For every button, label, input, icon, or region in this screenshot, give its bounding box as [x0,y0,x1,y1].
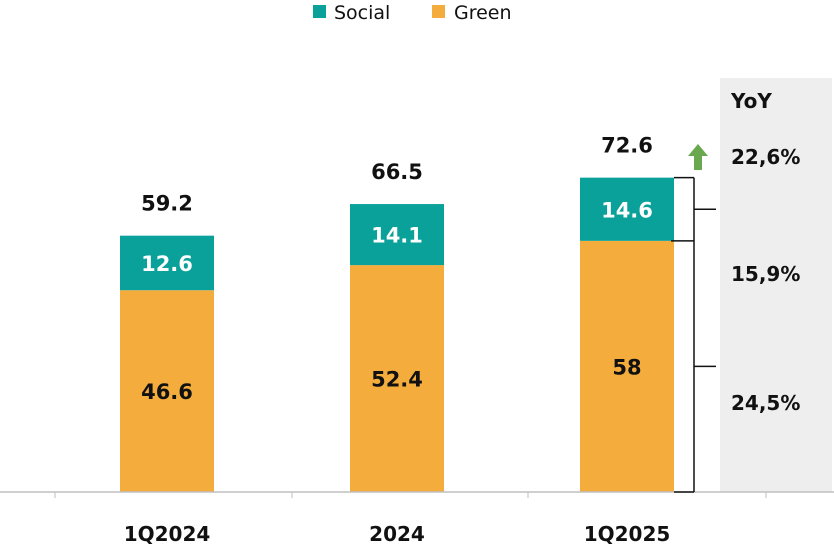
data-label-green: 52.4 [371,368,423,392]
yoy-bracket [671,176,716,493]
bar-social-2024 [350,204,444,266]
bar-green-1Q2025 [580,240,674,492]
data-label-social: 14.1 [371,224,423,248]
legend-label-social: Social [334,2,390,24]
x-tick-label: 2024 [369,522,425,546]
bar-green-2024 [350,265,444,492]
bars-layer [120,177,674,492]
legend-swatch-social [313,5,326,18]
bar-green-1Q2024 [120,290,214,492]
labels-layer: 46.6 12.6 59.2 1Q2024 52.4 14.1 66.5 2024 58 14.6… [124,134,671,546]
yoy-total-value: 22,6% [731,145,800,169]
legend-swatch-green [432,5,445,18]
legend-label-green: Green [454,2,512,24]
data-label-green: 46.6 [141,380,193,404]
yoy-social-value: 15,9% [731,262,800,286]
x-tick-label: 1Q2024 [124,522,211,546]
yoy-panel [720,78,832,492]
total-label: 72.6 [601,134,653,158]
data-label-social: 12.6 [141,252,193,276]
yoy-header: YoY [730,89,772,113]
data-label-green: 58 [612,355,641,379]
up-arrow-icon [688,144,708,170]
bar-social-1Q2024 [120,235,214,291]
x-tick-label: 1Q2025 [584,522,671,546]
bar-social-1Q2025 [580,177,674,241]
total-label: 59.2 [141,192,193,216]
data-label-social: 14.6 [601,198,653,222]
legend: Social Green [313,2,512,24]
total-label: 66.5 [371,160,423,184]
yoy-green-value: 24,5% [731,391,800,415]
